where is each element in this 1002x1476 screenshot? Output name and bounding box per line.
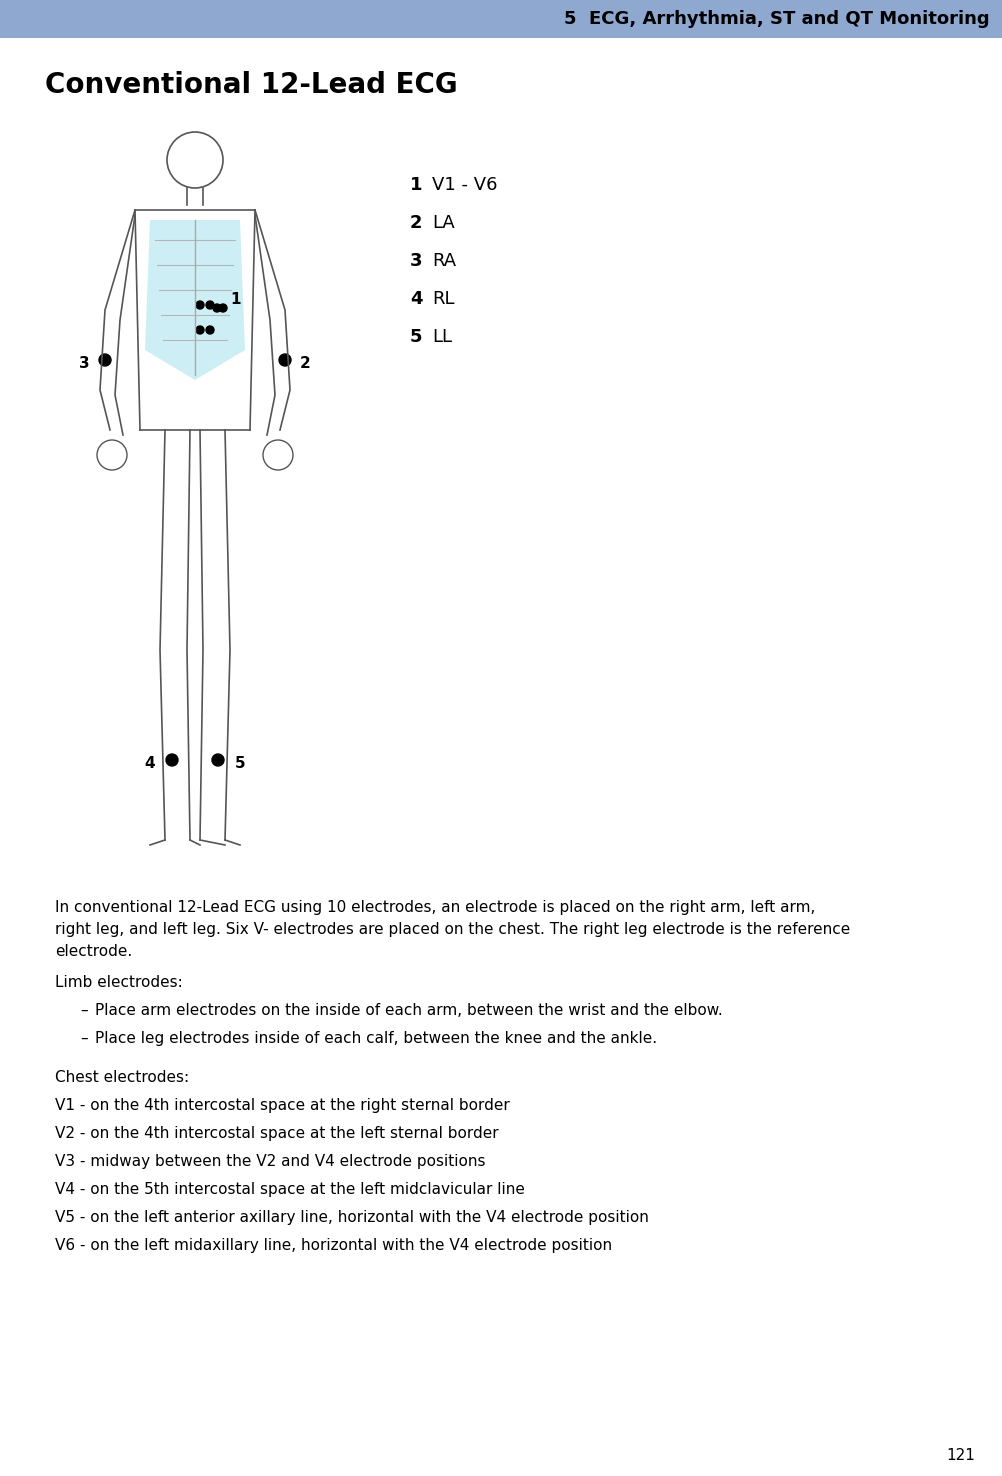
Polygon shape <box>145 220 244 379</box>
Text: LA: LA <box>432 214 454 232</box>
Text: V6 - on the left midaxillary line, horizontal with the V4 electrode position: V6 - on the left midaxillary line, horiz… <box>55 1238 611 1253</box>
Text: 3: 3 <box>410 252 422 270</box>
Text: 5: 5 <box>234 756 245 770</box>
Text: 2: 2 <box>300 356 311 370</box>
Text: 5: 5 <box>410 328 422 345</box>
Text: In conventional 12-Lead ECG using 10 electrodes, an electrode is placed on the r: In conventional 12-Lead ECG using 10 ele… <box>55 900 850 959</box>
Text: 1: 1 <box>229 292 240 307</box>
Text: 4: 4 <box>144 756 155 770</box>
Circle shape <box>99 354 111 366</box>
Circle shape <box>166 754 177 766</box>
Text: –: – <box>80 1004 87 1018</box>
Text: V3 - midway between the V2 and V4 electrode positions: V3 - midway between the V2 and V4 electr… <box>55 1154 485 1169</box>
Text: V1 - on the 4th intercostal space at the right sternal border: V1 - on the 4th intercostal space at the… <box>55 1098 509 1113</box>
Text: RA: RA <box>432 252 456 270</box>
Text: 5  ECG, Arrhythmia, ST and QT Monitoring: 5 ECG, Arrhythmia, ST and QT Monitoring <box>564 10 989 28</box>
Circle shape <box>195 326 203 334</box>
Text: 2: 2 <box>410 214 422 232</box>
Text: –: – <box>80 1032 87 1046</box>
Text: Chest electrodes:: Chest electrodes: <box>55 1070 189 1085</box>
Circle shape <box>212 304 220 311</box>
Text: 3: 3 <box>79 356 90 370</box>
Circle shape <box>205 326 213 334</box>
Circle shape <box>195 301 203 308</box>
Text: V2 - on the 4th intercostal space at the left sternal border: V2 - on the 4th intercostal space at the… <box>55 1126 498 1141</box>
Circle shape <box>205 301 213 308</box>
Text: 1: 1 <box>410 176 422 193</box>
Circle shape <box>279 354 291 366</box>
Text: Conventional 12-Lead ECG: Conventional 12-Lead ECG <box>45 71 457 99</box>
Text: V5 - on the left anterior axillary line, horizontal with the V4 electrode positi: V5 - on the left anterior axillary line,… <box>55 1210 648 1225</box>
Circle shape <box>211 754 223 766</box>
Text: Limb electrodes:: Limb electrodes: <box>55 976 182 990</box>
Text: RL: RL <box>432 289 454 308</box>
Circle shape <box>218 304 226 311</box>
Text: 4: 4 <box>410 289 422 308</box>
Text: V4 - on the 5th intercostal space at the left midclavicular line: V4 - on the 5th intercostal space at the… <box>55 1182 524 1197</box>
Text: LL: LL <box>432 328 452 345</box>
FancyBboxPatch shape <box>0 0 1002 38</box>
Text: Place leg electrodes inside of each calf, between the knee and the ankle.: Place leg electrodes inside of each calf… <box>95 1032 656 1046</box>
Text: Place arm electrodes on the inside of each arm, between the wrist and the elbow.: Place arm electrodes on the inside of ea… <box>95 1004 722 1018</box>
Text: V1 - V6: V1 - V6 <box>432 176 497 193</box>
Text: 121: 121 <box>945 1448 974 1463</box>
